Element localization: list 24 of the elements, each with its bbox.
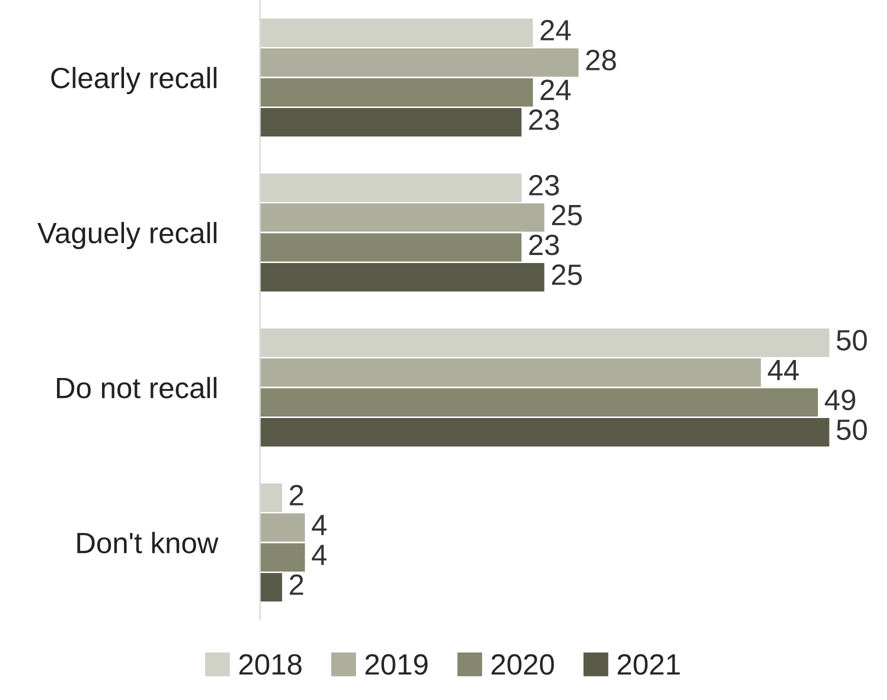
data-label: 24 (540, 80, 571, 100)
legend-label: 2020 (492, 654, 554, 675)
data-label: 24 (540, 20, 571, 40)
y-tick-label: Vaguely recall (37, 222, 216, 250)
y-tick-label: Clearly recall (51, 66, 216, 94)
y-tick-label: Do not recall (57, 376, 216, 398)
legend-label: 2021 (618, 654, 680, 675)
data-label: 2 (290, 484, 304, 506)
data-label: 49 (824, 390, 856, 410)
data-label: 28 (586, 50, 616, 70)
y-tick-label: Don't know (77, 532, 218, 554)
data-label: 23 (529, 234, 559, 256)
legend-label: 2019 (366, 654, 428, 675)
data-label: 23 (529, 174, 559, 196)
data-label: 2 (290, 574, 304, 595)
legend-label: 2018 (239, 654, 302, 675)
data-label: 44 (768, 360, 799, 380)
data-label: 4 (312, 544, 327, 565)
data-label: 4 (312, 515, 327, 536)
data-label: 50 (836, 330, 867, 351)
data-label: 50 (836, 419, 867, 440)
data-label: 23 (529, 109, 559, 130)
data-label: 25 (552, 204, 582, 226)
data-label: 25 (552, 264, 582, 286)
